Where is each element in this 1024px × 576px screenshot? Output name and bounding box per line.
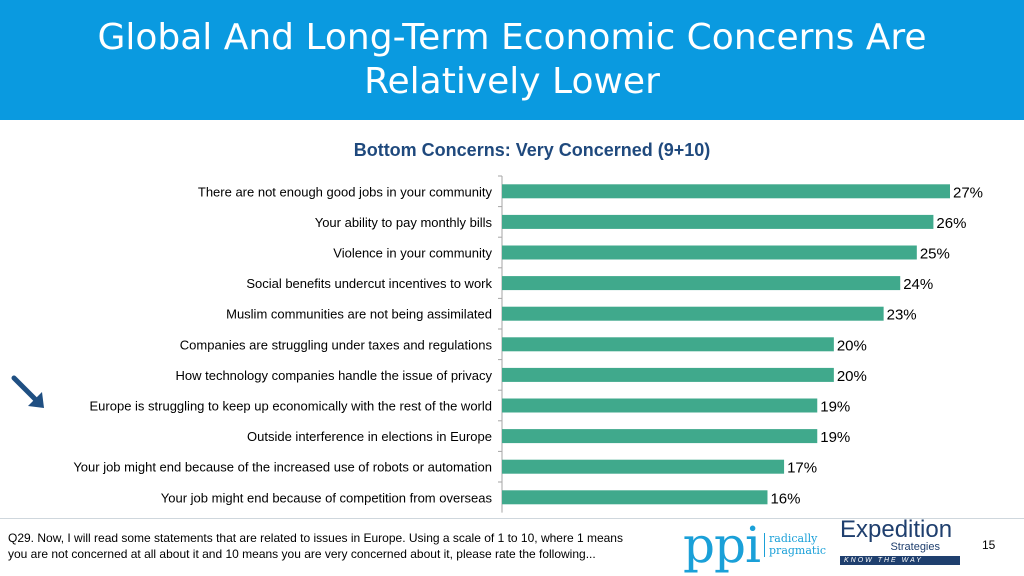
expedition-strategies-logo: Expedition Strategies KNOW THE WAY xyxy=(840,516,970,574)
category-label: Europe is struggling to keep up economic… xyxy=(90,399,493,414)
bar xyxy=(502,245,917,260)
data-label: 25% xyxy=(920,246,950,263)
bar xyxy=(502,214,934,229)
ppi-logo: ppi radically pragmatic xyxy=(683,520,833,570)
category-label: There are not enough good jobs in your c… xyxy=(198,184,493,199)
ppi-logo-tagline: radically pragmatic xyxy=(764,533,833,557)
bar xyxy=(502,490,768,505)
bar xyxy=(502,429,818,444)
slide-title: Global And Long-Term Economic Concerns A… xyxy=(97,17,927,102)
data-label: 17% xyxy=(787,460,817,477)
arrow-down-right-icon xyxy=(11,375,44,408)
data-label: 27% xyxy=(953,184,983,201)
bar xyxy=(502,367,834,382)
category-label: How technology companies handle the issu… xyxy=(175,368,492,383)
data-label: 20% xyxy=(837,337,867,354)
bar xyxy=(502,276,901,291)
bar xyxy=(502,398,818,413)
data-label: 26% xyxy=(936,215,966,232)
chart-title: Bottom Concerns: Very Concerned (9+10) xyxy=(353,140,711,160)
data-label: 20% xyxy=(837,368,867,385)
category-label: Outside interference in elections in Eur… xyxy=(247,429,492,444)
bar xyxy=(502,306,884,321)
ppi-logo-mark: ppi xyxy=(683,516,761,574)
title-banner: Global And Long-Term Economic Concerns A… xyxy=(0,0,1024,120)
bar xyxy=(502,184,950,199)
footer-divider xyxy=(0,518,1024,519)
expedition-logo-name: Expedition xyxy=(840,516,953,543)
data-label: 19% xyxy=(820,399,850,416)
expedition-logo-sub: Strategies xyxy=(890,541,940,553)
bar-chart: There are not enough good jobs in your c… xyxy=(73,175,983,513)
page-number: 15 xyxy=(982,538,996,552)
category-label: Companies are struggling under taxes and… xyxy=(180,337,493,352)
bar xyxy=(502,459,785,474)
data-label: 23% xyxy=(887,307,917,324)
bar xyxy=(502,337,834,352)
category-label: Muslim communities are not being assimil… xyxy=(226,307,492,322)
category-label: Your ability to pay monthly bills xyxy=(315,215,493,230)
data-label: 19% xyxy=(820,429,850,446)
data-label: 24% xyxy=(903,276,933,293)
data-label: 16% xyxy=(770,490,800,507)
expedition-logo-tagline: KNOW THE WAY xyxy=(840,556,960,565)
question-text: Q29. Now, I will read some statements th… xyxy=(8,531,623,561)
category-label: Your job might end because of the increa… xyxy=(73,460,492,475)
category-label: Your job might end because of competitio… xyxy=(161,490,493,505)
category-label: Social benefits undercut incentives to w… xyxy=(246,276,492,291)
category-label: Violence in your community xyxy=(333,246,492,261)
